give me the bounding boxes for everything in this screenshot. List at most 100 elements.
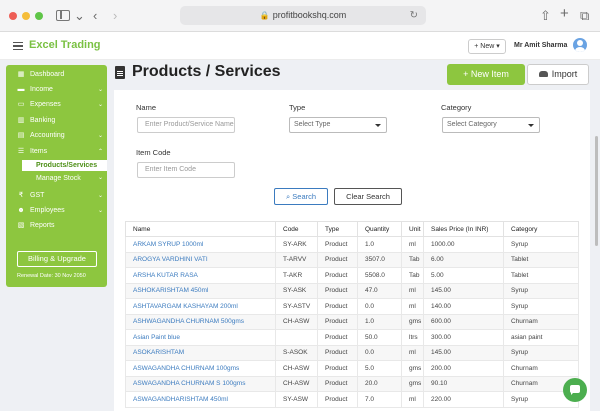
import-button[interactable]: Import: [527, 64, 589, 85]
sidebar-item-items[interactable]: ☰ Items ⌃: [6, 145, 107, 159]
product-name-link[interactable]: ASWAGANDHA CHURNAM S 100gms: [125, 375, 276, 392]
sidebar-item-banking[interactable]: ▥ Banking: [6, 114, 107, 128]
item-code-input[interactable]: Enter Item Code: [137, 162, 235, 178]
sidebar-subitem-manage-stock[interactable]: Manage Stock ⌄: [22, 173, 107, 184]
table-row[interactable]: ASHTAVARGAM KASHAYAM 200ml SY-ASTV Product…: [125, 298, 579, 315]
menu-icon[interactable]: [13, 42, 23, 50]
table-cell: Tablet: [503, 267, 579, 284]
new-dropdown-button[interactable]: + New ▾: [468, 39, 506, 54]
chevron-down-icon: ⌄: [98, 87, 104, 93]
product-name-link[interactable]: ARSHA KUTAR RASA: [125, 267, 276, 284]
category-select[interactable]: Select Category: [442, 117, 540, 133]
product-name-link[interactable]: AROGYA VARDHINI VATI: [125, 251, 276, 268]
items-icon: ☰: [17, 148, 25, 155]
company-name[interactable]: Excel Trading: [29, 39, 101, 51]
table-cell: gms: [401, 313, 424, 330]
table-cell: 145.00: [423, 344, 504, 361]
product-name-link[interactable]: ASWAGANDHA CHURNAM 100gms: [125, 360, 276, 377]
name-input[interactable]: Enter Product/Service Name: [137, 117, 235, 133]
table-cell: Syrup: [503, 391, 579, 408]
reload-icon[interactable]: ↻: [409, 10, 418, 21]
bank-icon: ▥: [17, 117, 25, 124]
sidebar-item-label: Expenses: [30, 101, 61, 108]
sidebar-item-label: Manage Stock: [36, 175, 81, 182]
sidebar-subitem-products-services[interactable]: Products/Services: [22, 160, 107, 171]
back-icon[interactable]: ‹: [93, 8, 98, 23]
table-cell: Syrup: [503, 344, 579, 361]
new-tab-icon[interactable]: +: [560, 5, 569, 22]
user-avatar-icon[interactable]: [573, 38, 587, 52]
product-name-link[interactable]: ARKAM SYRUP 1000ml: [125, 236, 276, 253]
table-cell: Churnam: [503, 360, 579, 377]
table-row[interactable]: ASHOKARISHTAM 450ml SY-ASK Product 47.0 ml 14…: [125, 282, 579, 299]
table-row[interactable]: Asian Paint blue Product 50.0 ltrs 300.00 asi…: [125, 329, 579, 346]
sidebar-item-income[interactable]: ▬ Income ⌄: [6, 83, 107, 97]
sidebar-item-expenses[interactable]: ▭ Expenses ⌄: [6, 98, 107, 112]
maximize-window-button[interactable]: [35, 12, 43, 20]
sidebar-item-accounting[interactable]: ▤ Accounting ⌄: [6, 129, 107, 143]
sidebar-item-dashboard[interactable]: ▦ Dashboard: [6, 68, 107, 82]
table-row[interactable]: ARKAM SYRUP 1000ml SY-ARK Product 1.0 ml 1000…: [125, 236, 579, 253]
table-row[interactable]: ASWAGANDHA CHURNAM S 100gms CH-ASW Product…: [125, 375, 579, 392]
table-cell: 3507.0: [357, 251, 402, 268]
table-row[interactable]: AROGYA VARDHINI VATI T-ARVV Product 3507.0 T…: [125, 251, 579, 268]
clear-search-button[interactable]: Clear Search: [334, 188, 402, 205]
minimize-window-button[interactable]: [22, 12, 30, 20]
share-icon[interactable]: ⇧: [540, 8, 551, 23]
column-header: Type: [317, 221, 358, 237]
chevron-down-icon[interactable]: ⌄: [74, 8, 85, 23]
table-row[interactable]: ASWAGANDHA CHURNAM 100gms CH-ASW Product 5.…: [125, 360, 579, 377]
new-item-button[interactable]: + New Item: [447, 64, 525, 85]
table-cell: 1000.00: [423, 236, 504, 253]
table-cell: S-ASOK: [275, 344, 318, 361]
reports-icon: ▧: [17, 222, 25, 229]
table-cell: Product: [317, 360, 358, 377]
table-row[interactable]: ARSHA KUTAR RASA T-AKR Product 5508.0 Tab 5.0…: [125, 267, 579, 284]
close-window-button[interactable]: [9, 12, 17, 20]
table-cell: Tab: [401, 251, 424, 268]
product-name-link[interactable]: Asian Paint blue: [125, 329, 276, 346]
table-cell: 90.10: [423, 375, 504, 392]
address-bar[interactable]: 🔒 profitbookshq.com ↻: [180, 6, 426, 25]
scrollbar[interactable]: [595, 136, 598, 246]
sidebar-item-reports[interactable]: ▧ Reports: [6, 219, 107, 233]
type-select[interactable]: Select Type: [289, 117, 387, 133]
category-label: Category: [441, 103, 472, 112]
product-name-link[interactable]: ASHWAGANDHA CHURNAM 500gms: [125, 313, 276, 330]
table-cell: 5.0: [357, 360, 402, 377]
table-row[interactable]: ASWAGANDHARISHTAM 450ml SY-ASW Product 7.0 m…: [125, 391, 579, 408]
column-header: Quantity: [357, 221, 402, 237]
sidebar-item-employees[interactable]: ☻ Employees ⌄: [6, 204, 107, 218]
browser-toolbar: ⌄ ‹ › 🔒 profitbookshq.com ↻ ⇧ + ⧉: [0, 0, 600, 32]
search-button-label: Search: [292, 192, 317, 201]
table-cell: SY-ASTV: [275, 298, 318, 315]
table-row[interactable]: ASHWAGANDHA CHURNAM 500gms CH-ASW Product 1…: [125, 313, 579, 330]
chevron-down-icon: ⌄: [98, 133, 104, 139]
product-name-link[interactable]: ASHTAVARGAM KASHAYAM 200ml: [125, 298, 276, 315]
billing-upgrade-button[interactable]: Billing & Upgrade: [17, 251, 97, 267]
table-row[interactable]: ASOKARISHTAM S-ASOK Product 0.0 ml 145.00 Syru…: [125, 344, 579, 361]
accounting-icon: ▤: [17, 132, 25, 139]
table-cell: 6.00: [423, 251, 504, 268]
chat-icon[interactable]: [563, 378, 587, 402]
page-title: Products / Services: [132, 63, 281, 80]
product-name-link[interactable]: ASOKARISHTAM: [125, 344, 276, 361]
product-name-link[interactable]: ASWAGANDHARISHTAM 450ml: [125, 391, 276, 408]
search-button[interactable]: ⌕ Search: [274, 188, 328, 205]
column-header: Sales Price (In INR): [423, 221, 504, 237]
forward-icon[interactable]: ›: [113, 8, 118, 23]
sidebar-toggle-icon[interactable]: [56, 10, 70, 21]
table-cell: 5508.0: [357, 267, 402, 284]
sidebar-item-gst[interactable]: ₹ GST ⌄: [6, 189, 107, 203]
chevron-down-icon: ⌄: [98, 208, 104, 214]
renewal-date: Renewal Date: 30 Nov 2050: [17, 273, 86, 279]
table-cell: T-AKR: [275, 267, 318, 284]
table-cell: Product: [317, 267, 358, 284]
table-cell: [275, 329, 318, 346]
user-name[interactable]: Mr Amit Sharma: [514, 42, 568, 49]
tabs-overview-icon[interactable]: ⧉: [580, 8, 590, 23]
table-cell: 220.00: [423, 391, 504, 408]
table-cell: 0.0: [357, 298, 402, 315]
product-name-link[interactable]: ASHOKARISHTAM 450ml: [125, 282, 276, 299]
column-header: Category: [503, 221, 579, 237]
